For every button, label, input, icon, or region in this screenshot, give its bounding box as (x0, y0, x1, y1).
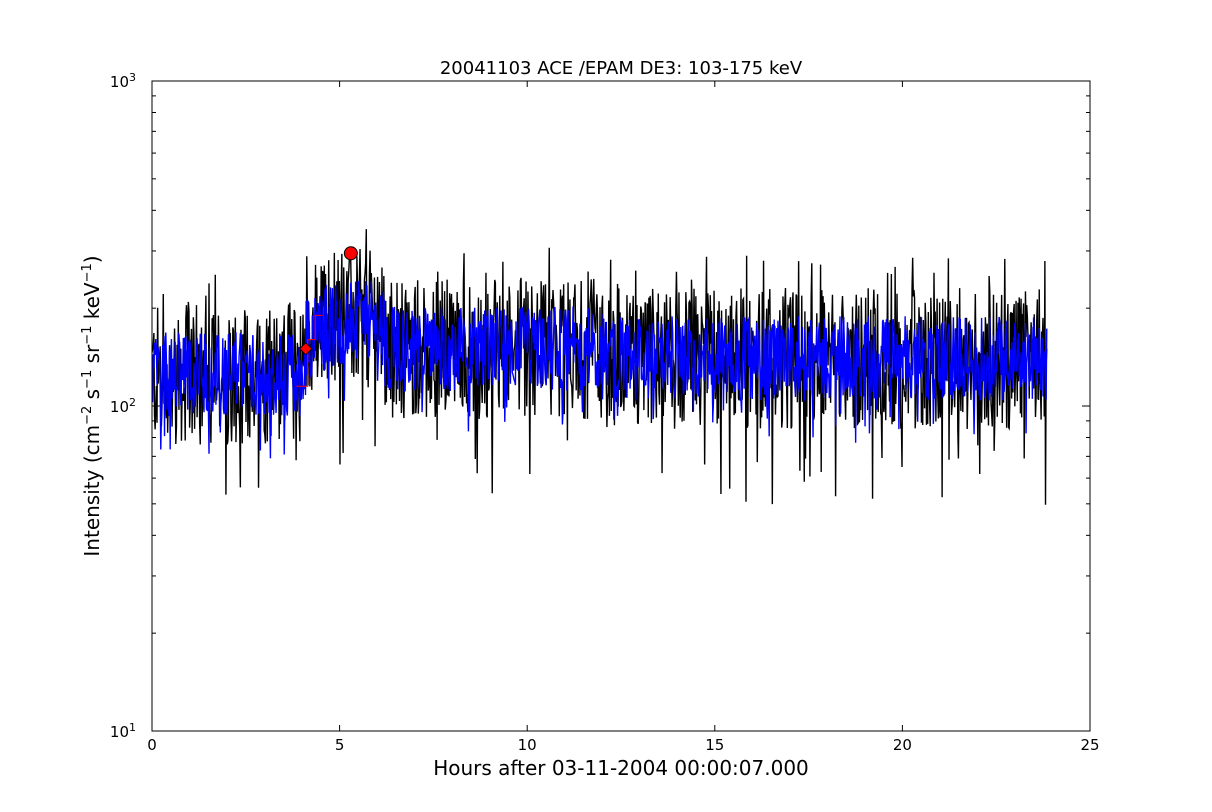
x-tick-label-3: 15 (705, 736, 724, 754)
y-axis-label-unit-sr: sr (80, 344, 104, 370)
x-tick-label-1: 5 (335, 736, 345, 754)
y-axis-label-unit-s: s (80, 389, 104, 406)
y-axis-label-unit-kev: keV (80, 282, 104, 326)
y-axis: 101 102 103 (110, 71, 1090, 741)
x-tick-label-4: 20 (893, 736, 912, 754)
series-raw-line (152, 229, 1048, 505)
x-tick-label-2: 10 (518, 736, 537, 754)
chart-title: 20041103 ACE /EPAM DE3: 103-175 keV (440, 58, 803, 79)
x-axis-label: Hours after 03-11-2004 00:00:07.000 (433, 756, 809, 780)
x-tick-label-5: 25 (1080, 736, 1099, 754)
step-trace-line (296, 314, 323, 387)
y-axis-label-sup-3: −1 (80, 326, 95, 345)
y-axis-label: Intensity (cm−2 s−1 sr−1 keV−1) (80, 255, 104, 556)
y-tick-label-0: 101 (110, 721, 136, 741)
y-axis-label-prefix: Intensity (cm (80, 425, 104, 557)
marker-circle-1 (343, 246, 358, 261)
marker-diamond-0 (299, 342, 313, 356)
y-axis-label-suffix: ) (80, 255, 104, 263)
y-axis-label-sup-1: −2 (80, 406, 95, 425)
y-tick-label-2: 103 (110, 71, 136, 91)
plot-area (152, 229, 1048, 505)
y-tick-label-1: 102 (110, 396, 136, 416)
y-axis-label-sup-4: −1 (80, 263, 95, 282)
x-tick-label-0: 0 (147, 736, 157, 754)
y-axis-label-sup-2: −1 (80, 370, 95, 389)
series-smoothed-line (152, 280, 1048, 459)
x-axis: 0 5 10 15 20 25 (147, 81, 1100, 754)
